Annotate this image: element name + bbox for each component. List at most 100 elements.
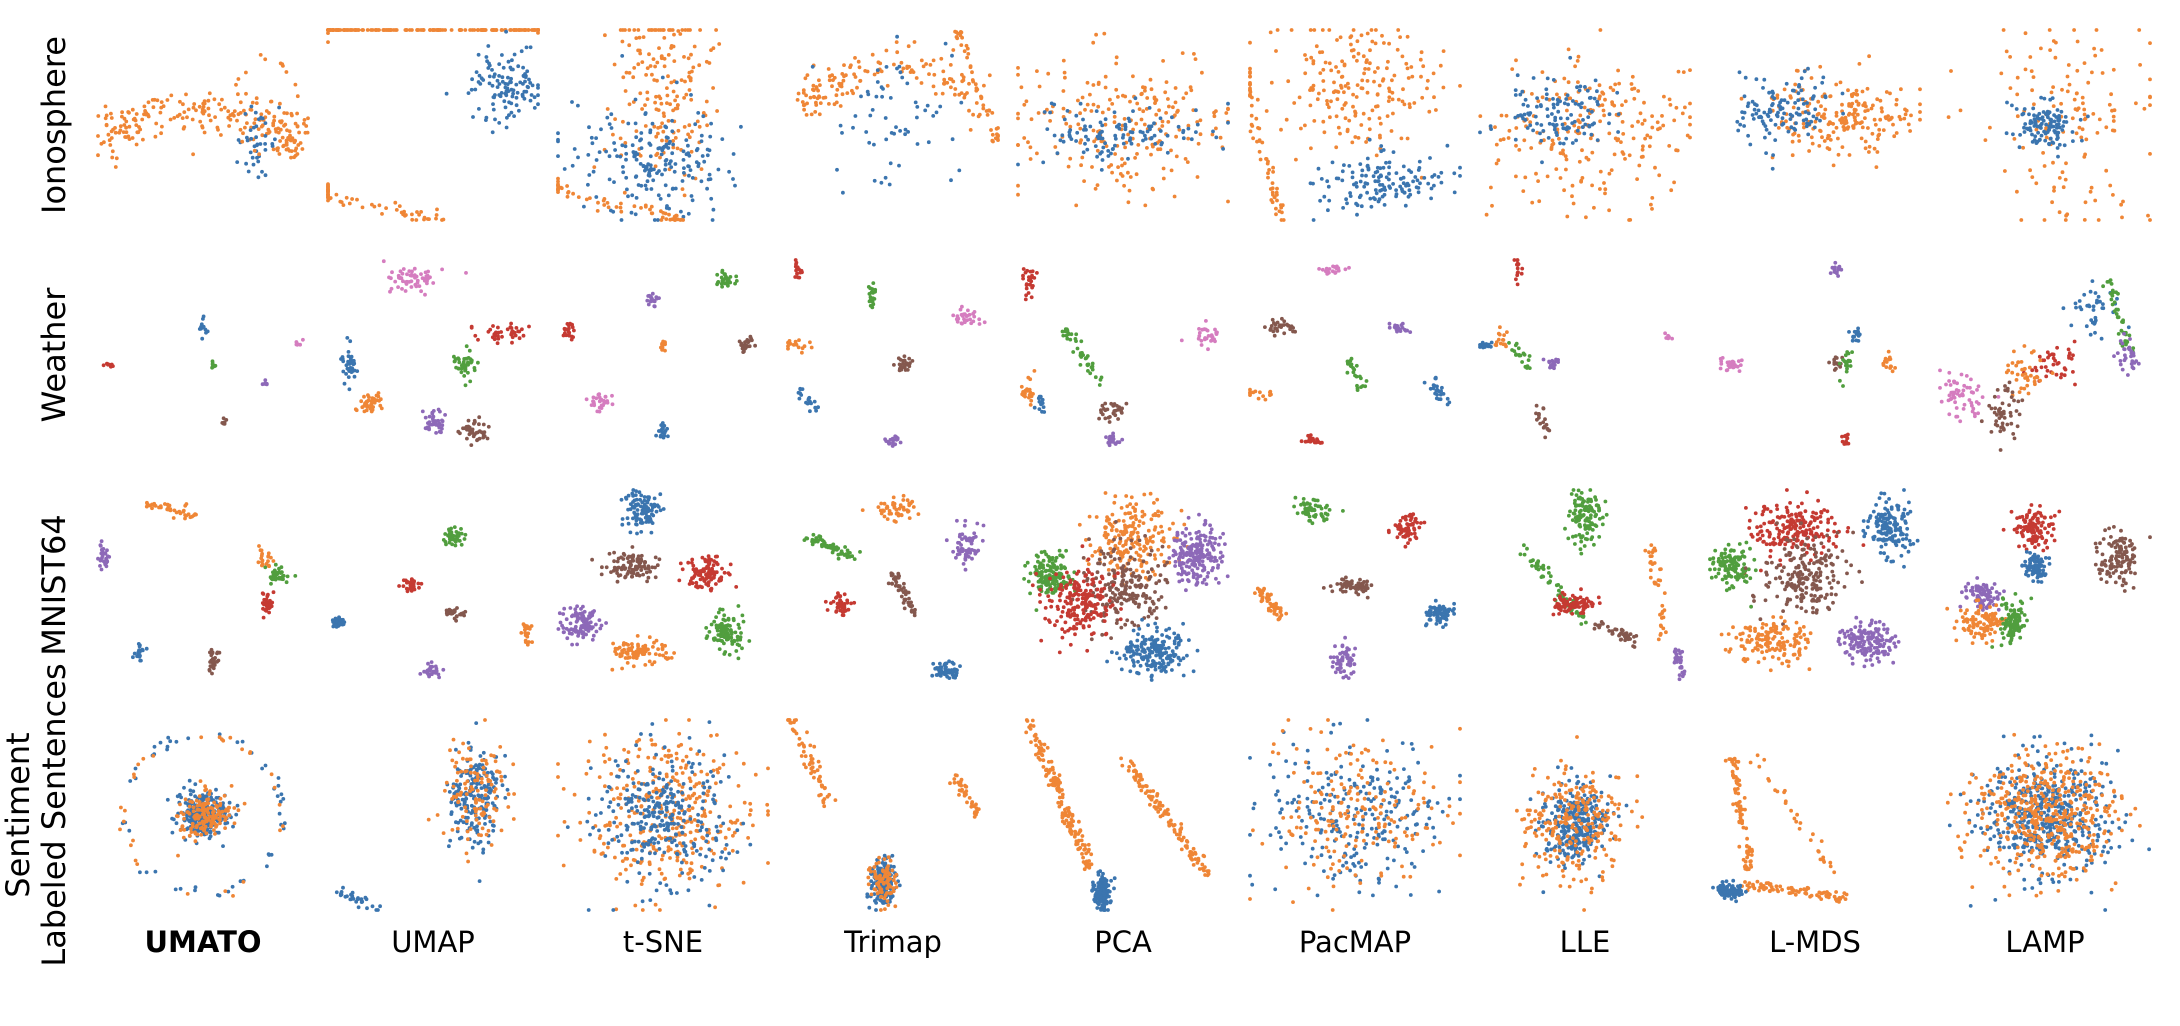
data-point [1632,86,1637,91]
data-point [274,576,278,581]
data-point [481,422,486,427]
data-point [704,59,709,64]
data-point [2030,175,2035,180]
data-point [1126,170,1130,175]
data-point [517,329,522,334]
data-point [1536,179,1540,184]
data-point [1175,110,1179,114]
data-point [2084,324,2089,329]
data-point [955,314,960,318]
data-point [118,128,123,133]
data-point [1514,341,1519,346]
data-point [1325,102,1330,107]
data-point [907,356,912,361]
data-point [811,83,816,88]
data-point [298,141,303,145]
data-point [934,110,939,115]
data-point [1280,323,1284,328]
data-point [1098,151,1103,156]
data-point [1537,415,1541,420]
data-point [1742,94,1747,99]
data-point [1101,145,1106,150]
data-point [1621,132,1626,136]
data-point [651,178,656,183]
data-point [2057,142,2062,147]
data-point [800,350,804,355]
data-point [830,84,834,89]
data-point [638,91,643,96]
data-point [462,374,467,378]
data-point [2016,399,2021,404]
data-point [1545,107,1550,111]
data-point [486,44,491,48]
data-point [1325,179,1330,184]
data-point [2061,306,2066,311]
data-point [1407,188,1412,193]
data-point [670,129,675,134]
data-point [1255,139,1259,144]
data-point [1400,54,1405,59]
point-cluster-red [1512,258,1525,287]
data-point [305,130,310,135]
data-point [1514,58,1518,63]
data-point [2031,75,2036,79]
data-point [808,95,813,100]
data-point [660,342,664,347]
data-point [471,115,475,119]
data-point [1586,108,1590,113]
data-point [1434,108,1438,112]
data-point [812,94,816,99]
data-point [2118,339,2123,343]
data-point [835,87,840,92]
data-point [2118,362,2123,367]
data-point [1248,71,1252,75]
data-point [1196,141,1201,146]
data-point [632,154,637,159]
data-point [562,167,567,171]
data-point [1578,84,1583,89]
data-point [2019,218,2024,222]
data-point [631,75,636,80]
data-point [2079,135,2084,140]
data-point [266,551,271,556]
data-point [404,213,408,217]
data-point [273,137,277,142]
data-point [700,154,705,158]
data-point [1351,48,1356,52]
data-point [1022,102,1027,107]
data-point [915,105,920,109]
data-point [597,395,602,400]
data-point [1364,379,1369,383]
data-point [973,82,978,87]
data-point [1860,89,1865,94]
data-point [253,117,258,122]
data-point [1386,99,1391,103]
data-point [925,103,930,108]
data-point [1793,82,1798,87]
data-point [982,83,986,88]
data-point [284,140,289,145]
data-point [739,343,744,347]
data-point [1603,97,1607,102]
data-point [571,191,575,196]
data-point [681,158,686,162]
data-point [1432,173,1437,177]
data-point [462,613,466,618]
data-point [154,121,159,126]
data-point [1310,88,1315,92]
data-point [424,274,429,279]
data-point [1867,54,1871,59]
data-point [2033,121,2038,126]
data-point [234,82,238,87]
data-point [604,149,608,154]
data-point [809,401,813,406]
data-point [1134,121,1139,126]
data-point [1894,97,1899,102]
data-point [1362,71,1366,76]
data-point [1394,188,1398,193]
data-point [915,115,919,120]
data-point [1598,169,1603,174]
data-point [2148,103,2152,107]
point-cluster-orange [659,339,667,353]
data-point [259,112,264,117]
